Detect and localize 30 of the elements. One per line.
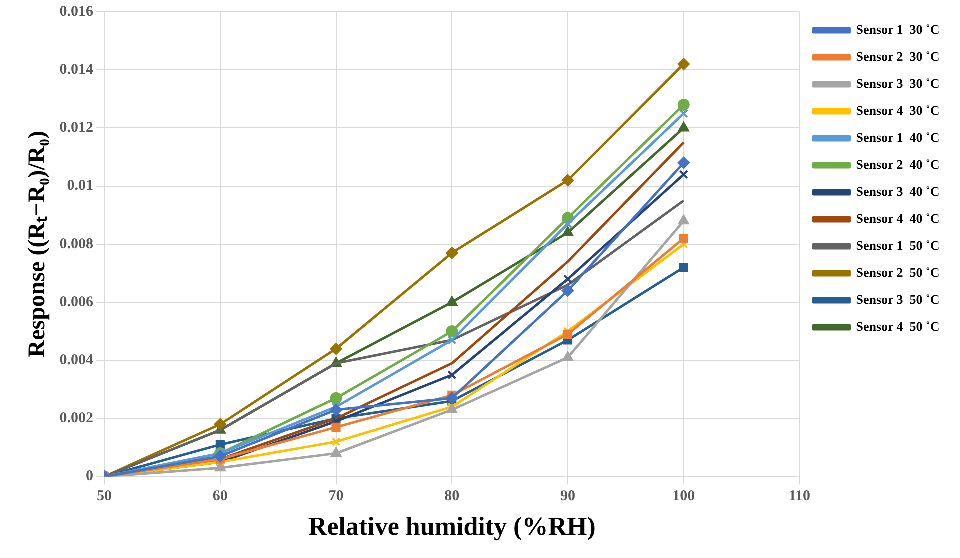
x-axis-title: Relative humidity (%RH) bbox=[308, 512, 596, 542]
y-tick-label: 0.016 bbox=[60, 4, 94, 20]
x-tick-label: 80 bbox=[444, 488, 460, 505]
x-tick-label: 110 bbox=[788, 488, 811, 505]
y-tick-label: 0.012 bbox=[60, 120, 94, 136]
legend-label: Sensor 2 40 ˚C bbox=[856, 156, 940, 172]
legend-label: Sensor 3 50 ˚C bbox=[856, 292, 940, 307]
x-tick-label: 60 bbox=[212, 488, 228, 505]
y-tick-label: 0.014 bbox=[60, 62, 94, 78]
legend-label: Sensor 1 30 ˚C bbox=[856, 22, 940, 37]
legend-label: Sensor 3 40 ˚C bbox=[856, 184, 940, 199]
x-tick-label: 90 bbox=[560, 488, 576, 505]
legend-label: Sensor 4 50 ˚C bbox=[856, 318, 940, 334]
y-tick-label: 0.008 bbox=[60, 236, 94, 252]
legend-label: Sensor 1 40 ˚C bbox=[856, 130, 940, 145]
y-tick-label: 0.002 bbox=[60, 410, 94, 427]
y-tick-label: 0 bbox=[86, 468, 94, 485]
y-tick-label: 0.01 bbox=[67, 178, 94, 194]
legend-label: Sensor 2 50 ˚C bbox=[856, 264, 940, 280]
y-axis-title: Response ((Rₜ−R₀)/R₀) bbox=[24, 131, 51, 358]
y-tick-label: 0.006 bbox=[60, 294, 94, 310]
legend-label: Sensor 2 30 ˚C bbox=[856, 48, 940, 64]
legend-label: Sensor 1 50 ˚C bbox=[856, 238, 940, 253]
legend-label: Sensor 4 40 ˚C bbox=[856, 210, 940, 226]
y-tick-label: 0.004 bbox=[60, 352, 94, 368]
x-tick-label: 100 bbox=[672, 488, 696, 505]
x-tick-label: 50 bbox=[97, 488, 112, 505]
x-tick-label: 70 bbox=[328, 488, 344, 505]
legend-label: Sensor 4 30 ˚C bbox=[856, 102, 940, 118]
legend-label: Sensor 3 30 ˚C bbox=[856, 76, 940, 91]
